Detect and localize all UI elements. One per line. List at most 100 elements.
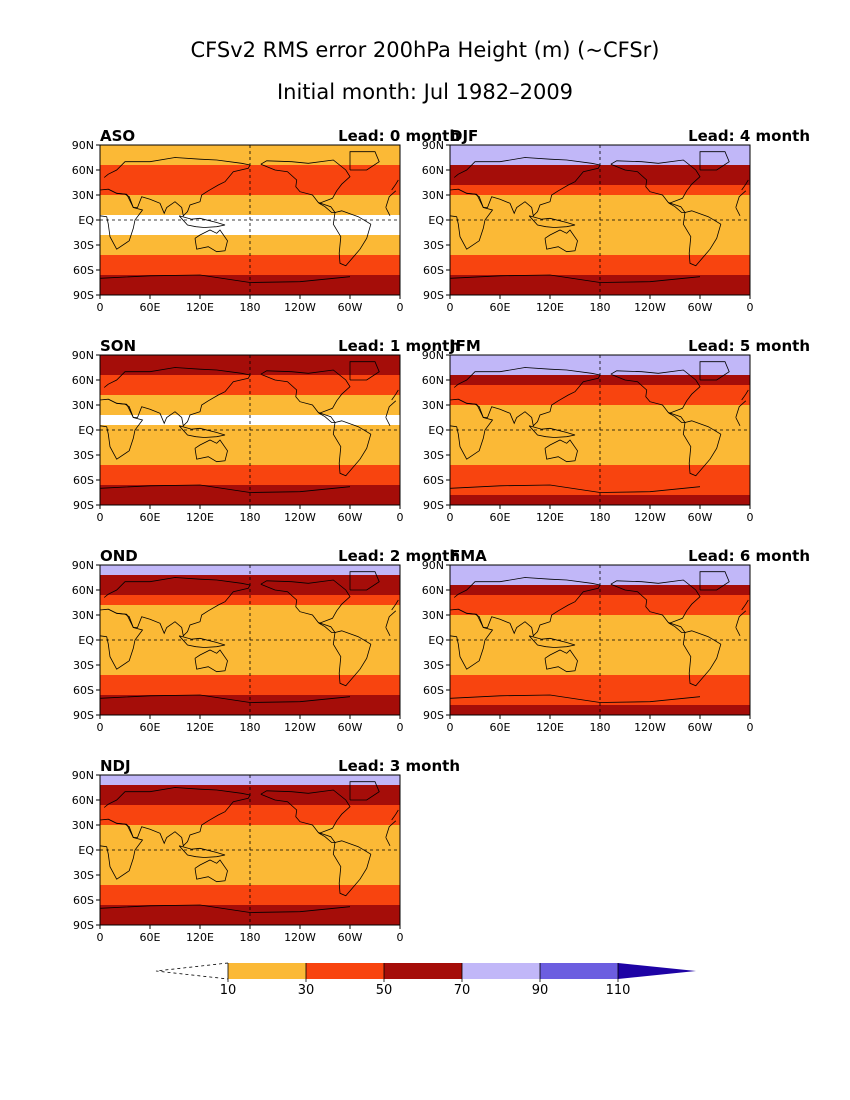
lat-tick-label: 60S — [73, 474, 94, 487]
lat-tick-label: 60S — [73, 264, 94, 277]
shading-band — [450, 395, 750, 406]
panel-lead-label: Lead: 6 month — [688, 547, 810, 565]
lat-tick-label: 30N — [422, 609, 444, 622]
lon-tick-label: 0 — [97, 511, 104, 524]
coastline — [99, 818, 397, 880]
shading-band — [100, 665, 400, 676]
lon-tick-label: 60E — [490, 301, 511, 314]
lat-tick-label: 30N — [72, 399, 94, 412]
shading-band — [450, 625, 750, 636]
coastline — [194, 439, 228, 463]
colorbar-max-triangle — [618, 963, 696, 979]
shading-band — [100, 575, 400, 586]
lon-tick-label: 60W — [338, 721, 363, 734]
lon-tick-label: 60W — [338, 301, 363, 314]
lat-tick-label: 60N — [72, 164, 94, 177]
coastline — [178, 215, 226, 228]
coastline — [449, 188, 747, 250]
lat-tick-label: 60S — [423, 684, 444, 697]
lon-tick-label: 120E — [186, 301, 214, 314]
colorbar-label: 90 — [532, 983, 549, 998]
coastline — [99, 577, 399, 637]
colorbar-swatch — [228, 963, 306, 979]
lon-tick-label: 180 — [590, 511, 611, 524]
coastline — [449, 577, 749, 637]
lat-tick-label: EQ — [78, 214, 94, 227]
panel-season-label: SON — [100, 337, 137, 355]
shading-band — [100, 175, 400, 186]
coastline — [260, 369, 351, 423]
coastline — [528, 635, 576, 648]
coastline — [449, 398, 747, 460]
coastline — [682, 210, 722, 267]
shading-band — [100, 185, 400, 196]
lon-tick-label: 180 — [240, 931, 261, 944]
shading-band — [450, 205, 750, 216]
lat-tick-label: 90S — [73, 289, 94, 302]
colorbar-label: 30 — [298, 983, 315, 998]
lat-tick-label: 90S — [423, 289, 444, 302]
map-panel-aso: ASO Lead: 0 month 90N 60N 30N EQ 30S 60S 90S 0 6… — [72, 127, 460, 317]
colorbar-swatch — [462, 963, 540, 979]
lon-tick-label: 120W — [634, 721, 666, 734]
lat-tick-label: 90N — [72, 349, 94, 362]
lat-tick-label: 30N — [422, 189, 444, 202]
panel-lead-label: Lead: 2 month — [338, 547, 460, 565]
shading-band — [450, 385, 750, 396]
coastline — [699, 151, 730, 171]
coastline — [194, 229, 228, 253]
lat-tick-label: EQ — [428, 214, 444, 227]
coastline — [99, 787, 399, 847]
shading-band — [100, 895, 400, 906]
coastline — [99, 904, 351, 913]
lon-tick-label: 0 — [747, 721, 754, 734]
lon-tick-label: 180 — [240, 301, 261, 314]
coastline — [544, 229, 578, 253]
coastline — [699, 361, 730, 381]
lon-tick-label: 120E — [536, 721, 564, 734]
panel-lead-label: Lead: 1 month — [338, 337, 460, 355]
colorbar-swatch — [384, 963, 462, 979]
panel-lead-label: Lead: 0 month — [338, 127, 460, 145]
coastline — [99, 484, 351, 493]
colorbar-label: 50 — [376, 983, 393, 998]
lon-tick-label: 120E — [536, 301, 564, 314]
lat-tick-label: 30S — [73, 449, 94, 462]
shading-band — [100, 365, 400, 376]
shading-band — [100, 475, 400, 486]
coastline — [349, 571, 380, 591]
lat-tick-label: 30S — [73, 239, 94, 252]
shading-band — [100, 685, 400, 696]
panel-season-label: NDJ — [100, 757, 131, 775]
coastline — [178, 845, 226, 858]
coastline — [260, 789, 351, 843]
lon-tick-label: 0 — [97, 301, 104, 314]
coastline — [349, 151, 380, 171]
shading-band — [450, 265, 750, 276]
lat-tick-label: EQ — [428, 424, 444, 437]
coastline — [528, 425, 576, 438]
lon-tick-label: 60E — [140, 721, 161, 734]
lat-tick-label: 90S — [73, 499, 94, 512]
coastline — [449, 274, 701, 283]
shading-band — [100, 595, 400, 606]
lat-tick-label: 60S — [73, 684, 94, 697]
colorbar-label: 70 — [454, 983, 471, 998]
map-panel-son: SON Lead: 1 month 90N 60N 30N EQ 30S 60S 90S 0 6… — [72, 337, 460, 527]
shading-band — [450, 245, 750, 256]
shading-band — [450, 695, 750, 706]
lat-tick-label: 90N — [422, 349, 444, 362]
shading-band — [100, 445, 400, 456]
shading-band — [100, 205, 400, 216]
coastline — [682, 420, 722, 477]
lon-tick-label: 120W — [634, 301, 666, 314]
panel-season-label: FMA — [450, 547, 487, 565]
coastline — [449, 694, 701, 703]
coastline — [332, 840, 372, 897]
coastline — [332, 630, 372, 687]
lon-tick-label: 120E — [186, 511, 214, 524]
shading-band — [100, 455, 400, 466]
